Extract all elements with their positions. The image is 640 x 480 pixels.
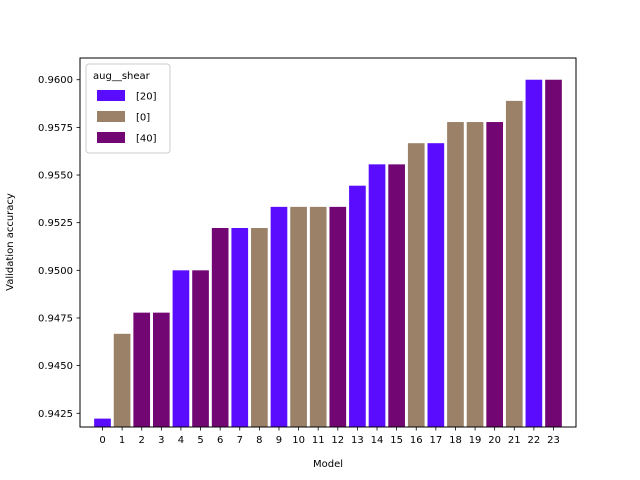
y-tick-label: 0.9600 [38,75,73,86]
x-tick-label: 14 [371,435,384,446]
x-tick-label: 21 [508,435,521,446]
legend-label: [0] [136,113,150,124]
bar-model-22 [525,79,543,427]
bar-model-4 [172,270,190,427]
bar-model-23 [545,79,562,427]
bar-model-19 [466,122,484,427]
bar-model-20 [486,122,504,427]
bar-model-11 [309,206,327,427]
x-tick-label: 13 [351,435,364,446]
bar-model-15 [388,164,405,427]
bar-model-13 [349,185,366,427]
x-tick-label: 6 [217,435,223,446]
y-axis-label: Validation accuracy [5,193,16,291]
y-tick-label: 0.9525 [38,218,73,229]
legend-swatch [97,111,125,122]
bar-model-5 [192,270,209,427]
bar-model-10 [290,206,307,427]
x-tick-label: 5 [197,435,203,446]
legend: aug__shear [20] [0] [40] [85,63,171,154]
x-tick-label: 18 [449,435,462,446]
x-tick-label: 8 [256,435,262,446]
bar-model-14 [368,164,386,427]
x-tick-label: 10 [292,435,305,446]
bar-model-21 [505,100,523,427]
bar-model-16 [407,143,425,427]
bar-model-12 [329,206,347,427]
bar-model-9 [270,206,288,427]
bar-model-3 [152,312,170,427]
legend-box [85,63,171,154]
bar-model-8 [251,228,268,427]
legend-title: aug__shear [93,71,151,82]
y-axis: 0.9425 0.9450 0.9475 0.9500 0.9525 0.9550 0.95… [38,75,80,420]
legend-label: [40] [136,134,157,145]
plot-frame [79,57,577,428]
x-tick-label: 19 [469,435,482,446]
y-tick-label: 0.9475 [38,313,73,324]
x-tick-label: 22 [528,435,541,446]
x-tick-label: 11 [312,435,325,446]
y-tick-label: 0.9425 [38,409,73,420]
x-tick-label: 20 [488,435,501,446]
bar-model-2 [133,312,151,427]
x-tick-label: 17 [429,435,442,446]
x-tick-label: 15 [390,435,403,446]
x-tick-label: 9 [276,435,282,446]
x-tick-label: 12 [331,435,344,446]
legend-entries: [20] [0] [40] [97,90,157,145]
x-axis: 0 1 2 3 4 5 6 7 8 9 10 11 12 13 14 15 16 17 18 19 20 21 22 23 [99,427,560,446]
x-tick-label: 3 [158,435,164,446]
bar-model-17 [427,143,445,427]
bar-model-6 [211,228,229,427]
x-tick-label: 7 [237,435,243,446]
x-tick-label: 2 [139,435,145,446]
bar-model-7 [231,228,249,427]
x-tick-label: 16 [410,435,423,446]
bars-group [94,79,562,427]
y-tick-label: 0.9550 [38,171,73,182]
bar-model-0 [94,418,111,427]
y-tick-label: 0.9575 [38,123,73,134]
bar-model-1 [113,333,131,427]
x-tick-label: 4 [178,435,184,446]
y-tick-label: 0.9450 [38,361,73,372]
x-tick-label: 1 [119,435,125,446]
bar-model-18 [447,122,464,427]
x-tick-label: 23 [547,435,560,446]
x-axis-label: Model [313,459,343,470]
legend-label: [20] [136,92,157,103]
y-tick-label: 0.9500 [38,266,73,277]
legend-swatch [97,90,125,101]
legend-swatch [97,132,125,143]
x-tick-label: 0 [99,435,105,446]
